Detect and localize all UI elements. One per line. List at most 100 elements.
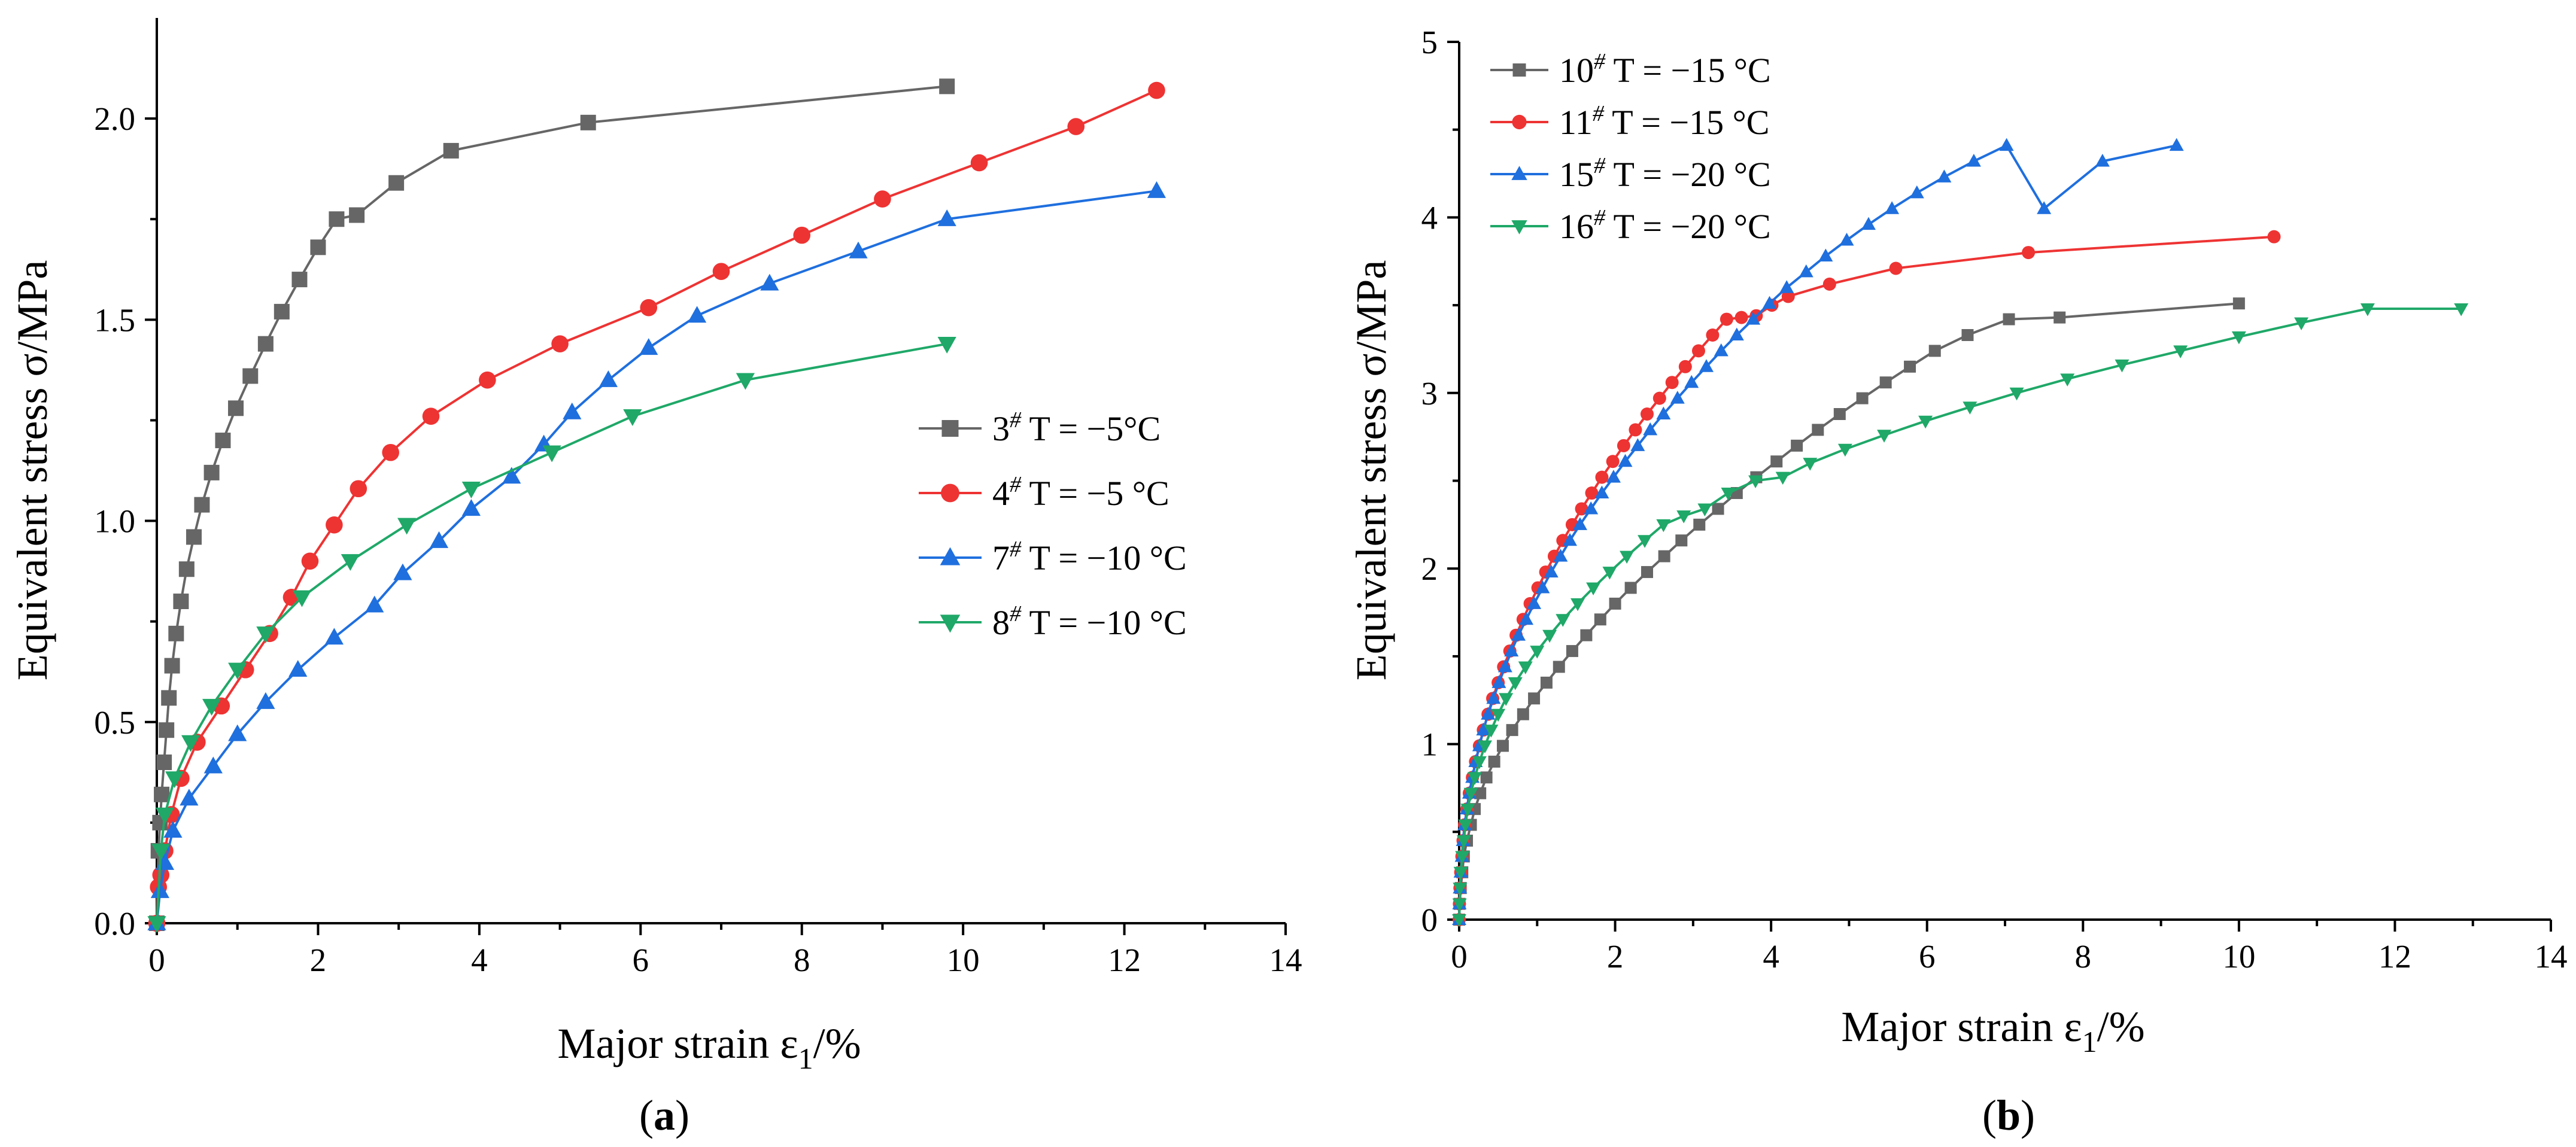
data-point <box>228 724 247 741</box>
legend-entry: 15# T = −20 °C <box>1559 153 1771 194</box>
legend-marker <box>1512 63 1526 77</box>
data-point <box>1519 611 1534 625</box>
data-point <box>461 499 481 516</box>
data-point <box>1602 567 1617 580</box>
data-point <box>1928 345 1941 357</box>
data-point <box>1476 722 1491 736</box>
data-point <box>1540 676 1553 689</box>
data-point <box>1572 517 1587 530</box>
data-point <box>1781 290 1795 303</box>
data-point <box>2115 359 2130 373</box>
series-line <box>156 85 947 924</box>
data-point <box>1665 376 1679 390</box>
data-point <box>1544 564 1559 578</box>
panel-label: (b) <box>1982 1091 2035 1139</box>
data-point <box>1712 503 1724 515</box>
data-point <box>2060 373 2075 387</box>
data-point <box>2095 154 2110 167</box>
data-point <box>1779 280 1794 293</box>
y-axis-title: Equivalent stress σ/MPa <box>8 260 56 681</box>
series-line <box>1458 302 2240 920</box>
data-point <box>1453 883 1468 896</box>
data-point <box>1586 582 1601 595</box>
x-tick-label: 2 <box>1607 938 1624 975</box>
data-point <box>1606 455 1620 468</box>
series-8 <box>147 336 956 933</box>
data-point <box>1791 439 1803 452</box>
x-tick-label: 6 <box>1919 938 1936 975</box>
data-point <box>1762 296 1777 309</box>
data-point <box>1812 424 1824 436</box>
data-point <box>1491 708 1506 722</box>
data-point <box>1488 755 1500 768</box>
data-point <box>1575 502 1588 516</box>
data-point <box>173 594 189 610</box>
data-point <box>292 590 312 607</box>
data-point <box>1147 181 1167 198</box>
data-point <box>1879 376 1892 389</box>
y-tick-label: 0 <box>1421 902 1438 938</box>
data-point <box>1670 391 1685 404</box>
data-point <box>161 690 177 706</box>
data-point <box>874 190 891 208</box>
data-point <box>1504 643 1519 657</box>
legend-entry: 7# T = −10 °C <box>992 537 1187 577</box>
data-point <box>2022 246 2036 260</box>
data-point <box>2294 317 2309 330</box>
data-point <box>154 786 170 802</box>
data-point <box>1542 629 1557 643</box>
svg-text:Equivalent stress σ/MPa: Equivalent stress σ/MPa <box>8 260 56 681</box>
data-point <box>350 480 367 498</box>
data-point <box>1456 835 1471 848</box>
data-point <box>1472 756 1487 769</box>
x-tick-label: 14 <box>1269 942 1302 978</box>
legend-marker <box>1511 220 1527 235</box>
y-tick-label: 1.0 <box>94 503 135 540</box>
data-point <box>1620 550 1635 564</box>
data-point <box>165 771 184 789</box>
data-point <box>1856 392 1869 404</box>
data-point <box>1606 470 1621 483</box>
series-15 <box>1452 138 2184 925</box>
data-point <box>1714 343 1729 357</box>
data-point <box>1999 138 2014 151</box>
data-point <box>1748 475 1763 488</box>
data-point <box>1629 423 1642 437</box>
data-point <box>1624 582 1637 594</box>
data-point <box>1553 661 1565 673</box>
data-point <box>156 754 172 771</box>
legend-entry: 10# T = −15 °C <box>1559 49 1771 90</box>
data-point <box>1770 455 1783 468</box>
y-tick-label: 4 <box>1421 199 1438 236</box>
data-point <box>1553 549 1568 562</box>
data-point <box>1463 787 1478 801</box>
data-point <box>1453 866 1468 880</box>
legend-marker <box>940 614 961 633</box>
data-point <box>502 467 521 484</box>
data-point <box>1455 851 1470 864</box>
data-point <box>793 226 811 244</box>
data-point <box>687 306 707 323</box>
data-point <box>2003 313 2015 325</box>
data-point <box>1684 375 1699 388</box>
data-point <box>1458 819 1473 833</box>
x-tick-label: 0 <box>1451 938 1468 975</box>
data-point <box>274 303 290 320</box>
data-point <box>1652 391 1666 405</box>
data-point <box>341 554 360 571</box>
data-point <box>1729 327 1744 340</box>
data-point <box>422 407 440 425</box>
data-point <box>2009 387 2024 401</box>
data-point <box>1775 471 1790 485</box>
x-axis-title: Major strain ε1/% <box>557 1020 861 1075</box>
data-point <box>388 175 405 191</box>
data-point <box>1481 707 1496 720</box>
data-point <box>2173 345 2188 358</box>
data-point <box>1656 406 1671 420</box>
data-point <box>1877 430 1892 443</box>
series-line <box>1458 235 2274 920</box>
data-point <box>168 625 184 641</box>
data-point <box>1678 360 1692 373</box>
data-point <box>382 443 399 461</box>
